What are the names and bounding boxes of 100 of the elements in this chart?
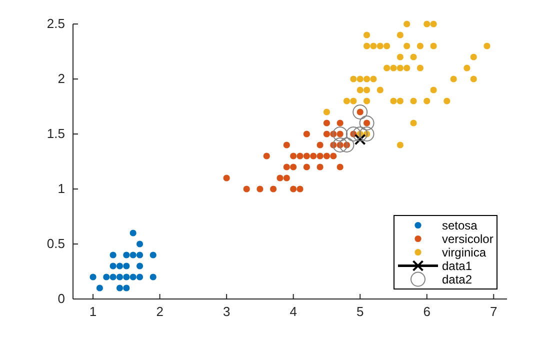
point (303, 152, 310, 160)
y-tick-label: 0.5 (46, 236, 65, 252)
point (136, 274, 144, 280)
point (396, 98, 404, 104)
point (350, 76, 357, 82)
point (336, 120, 344, 126)
y-tick-label: 2.5 (46, 16, 65, 32)
x-tick-label: 2 (156, 304, 164, 320)
point (424, 20, 430, 28)
point (136, 252, 144, 258)
point (283, 164, 290, 170)
point (256, 186, 264, 192)
point (332, 126, 348, 142)
point (464, 64, 470, 72)
point (290, 164, 297, 170)
point (316, 164, 324, 170)
point (116, 262, 124, 270)
y-tick-label: 2 (58, 71, 65, 86)
point (396, 142, 404, 148)
point (343, 98, 350, 104)
point (416, 42, 424, 50)
point (370, 76, 377, 82)
point (310, 152, 317, 160)
point (390, 64, 397, 72)
point (130, 274, 136, 280)
point (123, 262, 130, 270)
point (316, 142, 324, 148)
point (376, 86, 384, 94)
point (430, 20, 437, 28)
point (390, 98, 397, 104)
point (123, 252, 130, 258)
point (330, 152, 337, 160)
point (110, 274, 116, 280)
point (123, 284, 130, 292)
point (410, 120, 417, 126)
point (290, 152, 297, 160)
legend-label: setosa (442, 218, 478, 232)
point (110, 252, 116, 258)
legend-label: versicolor (442, 232, 494, 246)
point (470, 54, 477, 60)
point (416, 64, 424, 72)
point (396, 54, 404, 60)
point (316, 152, 324, 160)
point (404, 20, 410, 28)
point (336, 164, 344, 170)
point (303, 164, 310, 170)
point (363, 42, 370, 50)
point (470, 76, 477, 82)
point (276, 174, 284, 182)
point (283, 174, 290, 182)
y-tick-label: 0 (58, 291, 65, 306)
point (384, 64, 390, 72)
point (359, 126, 374, 142)
x-tick-label: 5 (356, 304, 364, 320)
point (136, 240, 144, 248)
point (410, 54, 417, 60)
x-tick-label: 7 (490, 304, 498, 320)
point (130, 230, 136, 236)
legend-label: data1 (442, 258, 472, 273)
point (303, 130, 310, 138)
point (96, 284, 104, 292)
point (90, 274, 96, 280)
point (352, 104, 368, 120)
point (110, 262, 116, 270)
point (323, 152, 330, 160)
point (123, 274, 130, 280)
point (363, 86, 370, 94)
point (116, 284, 124, 292)
point (136, 262, 144, 270)
point (356, 76, 364, 82)
point (283, 142, 290, 148)
point (243, 186, 250, 192)
point (323, 120, 330, 126)
point (323, 108, 330, 116)
point (116, 274, 124, 280)
x-tick-label: 6 (423, 304, 430, 320)
point (396, 64, 404, 72)
point (352, 126, 368, 142)
point (290, 186, 297, 192)
point (296, 186, 304, 192)
point (346, 126, 361, 142)
point (370, 42, 377, 50)
point (150, 252, 156, 258)
point (396, 32, 404, 38)
point (484, 42, 490, 50)
point (444, 98, 450, 104)
point (356, 86, 364, 94)
point (404, 64, 410, 72)
point (332, 138, 348, 152)
point (263, 152, 270, 160)
x-tick-label: 1 (89, 304, 97, 320)
point (363, 98, 370, 104)
point (359, 116, 374, 130)
point (424, 98, 430, 104)
point (339, 138, 354, 152)
legend-label: data2 (442, 272, 472, 286)
x-tick-label: 4 (290, 304, 297, 320)
y-tick-label: 1.5 (46, 126, 65, 142)
point (384, 42, 390, 50)
point (270, 186, 277, 192)
